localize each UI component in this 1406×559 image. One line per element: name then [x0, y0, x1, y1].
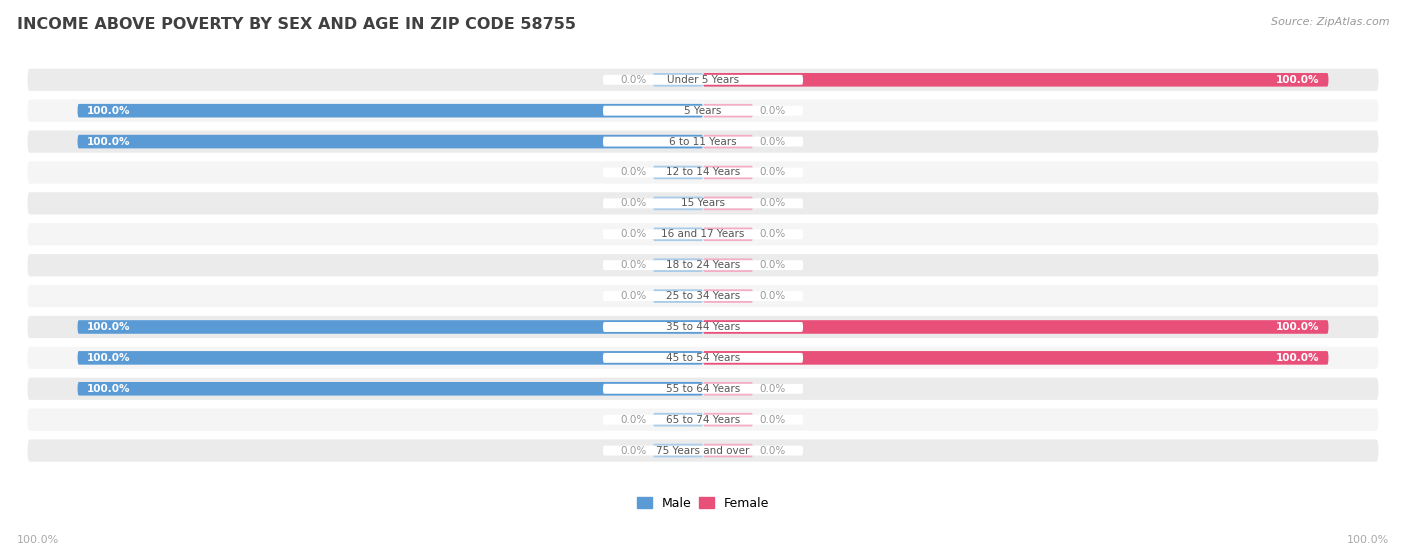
FancyBboxPatch shape: [703, 228, 754, 241]
FancyBboxPatch shape: [603, 291, 803, 301]
Text: 100.0%: 100.0%: [87, 136, 131, 146]
FancyBboxPatch shape: [703, 351, 1329, 364]
Text: 0.0%: 0.0%: [620, 291, 647, 301]
Text: 100.0%: 100.0%: [17, 535, 59, 545]
FancyBboxPatch shape: [603, 353, 803, 363]
FancyBboxPatch shape: [28, 439, 1378, 462]
FancyBboxPatch shape: [603, 260, 803, 270]
FancyBboxPatch shape: [652, 290, 703, 303]
FancyBboxPatch shape: [603, 75, 803, 85]
Text: Source: ZipAtlas.com: Source: ZipAtlas.com: [1271, 17, 1389, 27]
FancyBboxPatch shape: [652, 228, 703, 241]
Text: Under 5 Years: Under 5 Years: [666, 75, 740, 85]
Legend: Male, Female: Male, Female: [633, 493, 773, 514]
Text: 6 to 11 Years: 6 to 11 Years: [669, 136, 737, 146]
Text: 100.0%: 100.0%: [1275, 322, 1319, 332]
Text: 100.0%: 100.0%: [87, 106, 131, 116]
Text: 12 to 14 Years: 12 to 14 Years: [666, 168, 740, 178]
Text: 0.0%: 0.0%: [759, 415, 786, 425]
FancyBboxPatch shape: [77, 351, 703, 364]
FancyBboxPatch shape: [603, 198, 803, 209]
Text: 16 and 17 Years: 16 and 17 Years: [661, 229, 745, 239]
FancyBboxPatch shape: [28, 347, 1378, 369]
Text: 18 to 24 Years: 18 to 24 Years: [666, 260, 740, 270]
Text: 55 to 64 Years: 55 to 64 Years: [666, 384, 740, 394]
Text: 5 Years: 5 Years: [685, 106, 721, 116]
FancyBboxPatch shape: [77, 135, 703, 148]
FancyBboxPatch shape: [703, 382, 754, 396]
Text: 35 to 44 Years: 35 to 44 Years: [666, 322, 740, 332]
Text: 0.0%: 0.0%: [759, 384, 786, 394]
FancyBboxPatch shape: [28, 100, 1378, 122]
Text: 0.0%: 0.0%: [759, 446, 786, 456]
FancyBboxPatch shape: [28, 192, 1378, 215]
FancyBboxPatch shape: [77, 104, 703, 117]
FancyBboxPatch shape: [603, 415, 803, 425]
FancyBboxPatch shape: [28, 378, 1378, 400]
Text: 25 to 34 Years: 25 to 34 Years: [666, 291, 740, 301]
Text: 100.0%: 100.0%: [1347, 535, 1389, 545]
Text: 0.0%: 0.0%: [759, 260, 786, 270]
Text: 100.0%: 100.0%: [87, 322, 131, 332]
FancyBboxPatch shape: [28, 409, 1378, 431]
FancyBboxPatch shape: [603, 106, 803, 116]
FancyBboxPatch shape: [28, 130, 1378, 153]
FancyBboxPatch shape: [28, 316, 1378, 338]
FancyBboxPatch shape: [652, 165, 703, 179]
Text: 0.0%: 0.0%: [759, 198, 786, 209]
FancyBboxPatch shape: [652, 413, 703, 427]
FancyBboxPatch shape: [28, 69, 1378, 91]
FancyBboxPatch shape: [652, 444, 703, 457]
FancyBboxPatch shape: [603, 168, 803, 177]
Text: 0.0%: 0.0%: [620, 446, 647, 456]
FancyBboxPatch shape: [703, 258, 754, 272]
FancyBboxPatch shape: [77, 382, 703, 396]
Text: 0.0%: 0.0%: [620, 229, 647, 239]
FancyBboxPatch shape: [703, 135, 754, 148]
FancyBboxPatch shape: [652, 197, 703, 210]
FancyBboxPatch shape: [703, 290, 754, 303]
FancyBboxPatch shape: [603, 446, 803, 456]
FancyBboxPatch shape: [28, 285, 1378, 307]
Text: 0.0%: 0.0%: [759, 136, 786, 146]
FancyBboxPatch shape: [603, 384, 803, 394]
Text: 100.0%: 100.0%: [87, 353, 131, 363]
Text: 0.0%: 0.0%: [759, 291, 786, 301]
Text: INCOME ABOVE POVERTY BY SEX AND AGE IN ZIP CODE 58755: INCOME ABOVE POVERTY BY SEX AND AGE IN Z…: [17, 17, 576, 32]
FancyBboxPatch shape: [603, 322, 803, 332]
FancyBboxPatch shape: [28, 254, 1378, 276]
Text: 100.0%: 100.0%: [1275, 75, 1319, 85]
Text: 0.0%: 0.0%: [759, 229, 786, 239]
Text: 0.0%: 0.0%: [620, 198, 647, 209]
Text: 0.0%: 0.0%: [759, 106, 786, 116]
FancyBboxPatch shape: [603, 136, 803, 146]
FancyBboxPatch shape: [703, 104, 754, 117]
Text: 0.0%: 0.0%: [620, 415, 647, 425]
Text: 0.0%: 0.0%: [759, 168, 786, 178]
FancyBboxPatch shape: [703, 165, 754, 179]
FancyBboxPatch shape: [652, 73, 703, 87]
FancyBboxPatch shape: [603, 229, 803, 239]
Text: 75 Years and over: 75 Years and over: [657, 446, 749, 456]
Text: 65 to 74 Years: 65 to 74 Years: [666, 415, 740, 425]
FancyBboxPatch shape: [77, 320, 703, 334]
Text: 0.0%: 0.0%: [620, 75, 647, 85]
FancyBboxPatch shape: [28, 162, 1378, 183]
FancyBboxPatch shape: [28, 223, 1378, 245]
Text: 100.0%: 100.0%: [87, 384, 131, 394]
FancyBboxPatch shape: [703, 413, 754, 427]
FancyBboxPatch shape: [703, 73, 1329, 87]
Text: 15 Years: 15 Years: [681, 198, 725, 209]
FancyBboxPatch shape: [652, 258, 703, 272]
Text: 100.0%: 100.0%: [1275, 353, 1319, 363]
FancyBboxPatch shape: [703, 444, 754, 457]
FancyBboxPatch shape: [703, 320, 1329, 334]
Text: 0.0%: 0.0%: [620, 260, 647, 270]
Text: 0.0%: 0.0%: [620, 168, 647, 178]
Text: 45 to 54 Years: 45 to 54 Years: [666, 353, 740, 363]
FancyBboxPatch shape: [703, 197, 754, 210]
